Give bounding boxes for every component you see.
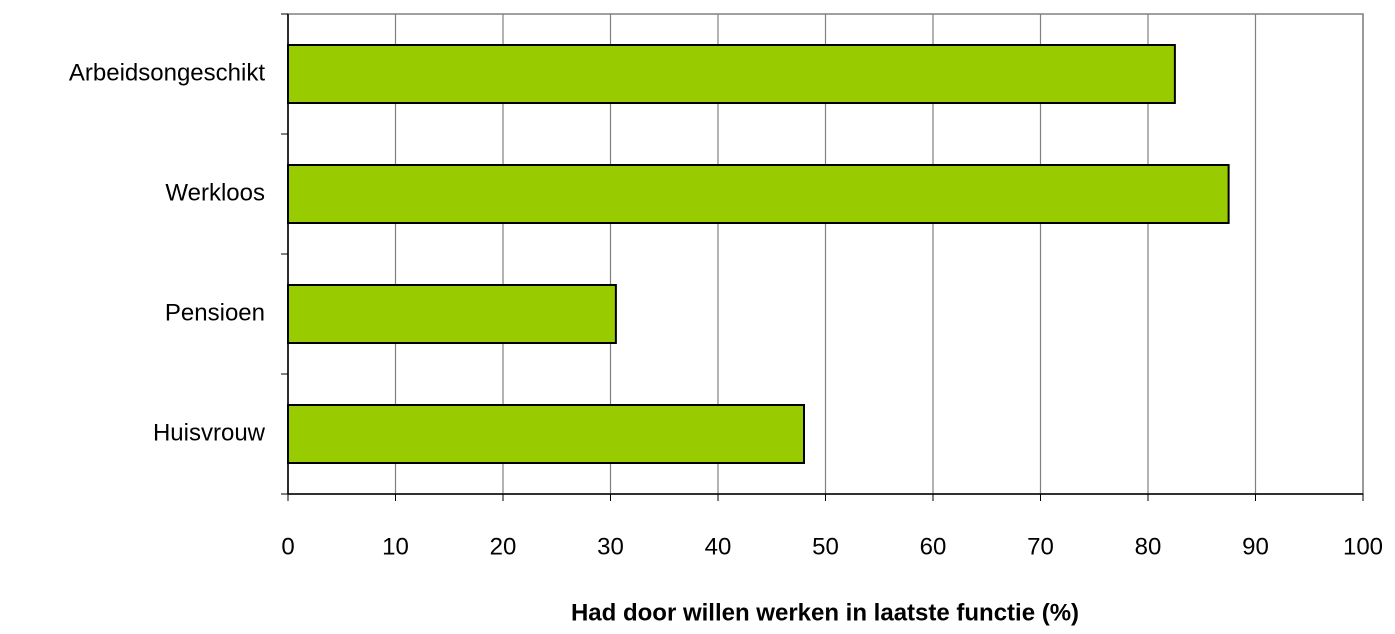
x-tick-label: 30 bbox=[597, 533, 624, 560]
x-tick-label: 40 bbox=[705, 533, 732, 560]
y-tick-label: Werkloos bbox=[165, 179, 265, 206]
bar bbox=[287, 44, 1176, 104]
x-axis-label: Had door willen werken in laatste functi… bbox=[571, 599, 1079, 626]
bar bbox=[287, 404, 805, 464]
x-tick-label: 70 bbox=[1027, 533, 1054, 560]
y-tick-label: Pensioen bbox=[165, 299, 265, 326]
x-tick-label: 100 bbox=[1343, 533, 1383, 560]
bar bbox=[287, 164, 1230, 224]
x-tick-label: 50 bbox=[812, 533, 839, 560]
x-tick-label: 0 bbox=[281, 533, 294, 560]
y-tick-label: Arbeidsongeschikt bbox=[69, 59, 265, 86]
x-tick-label: 20 bbox=[490, 533, 517, 560]
bar bbox=[287, 284, 617, 344]
x-tick-label: 10 bbox=[382, 533, 409, 560]
x-tick-label: 60 bbox=[920, 533, 947, 560]
y-tick-label: Huisvrouw bbox=[153, 419, 266, 446]
x-tick-label: 80 bbox=[1135, 533, 1162, 560]
x-tick-label: 90 bbox=[1242, 533, 1269, 560]
